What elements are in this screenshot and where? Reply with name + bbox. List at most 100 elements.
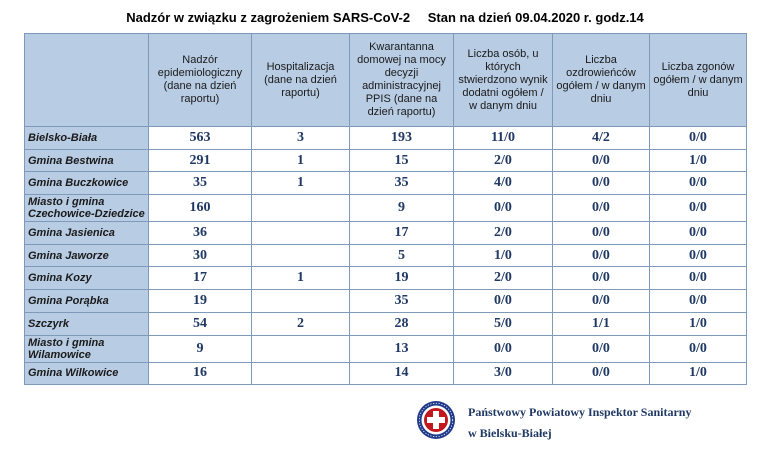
table-cell: 2 [251,311,350,336]
table-cell: 15 [349,148,454,173]
table-row: Gmina Jasienica 36 17 2/0 0/0 0/0 [24,221,747,245]
table-cell: 35 [349,171,454,196]
table-cell [251,289,350,313]
table-cell: 30 [148,243,252,268]
sanitary-inspection-seal-icon [417,401,455,439]
table-cell: 9 [148,334,252,363]
column-header: Liczba ozdrowieńców ogółem / w danym dni… [552,33,650,127]
table-cell: 28 [349,311,454,336]
table-row: Szczyrk 54 2 28 5/0 1/1 1/0 [24,311,747,336]
table-cell: 1/0 [453,243,553,268]
table-cell [251,194,350,223]
table-cell: 0/0 [552,361,650,386]
table-cell: 2/0 [453,221,553,245]
table-cell: 19 [349,266,454,291]
table-cell: 5/0 [453,311,553,336]
table-cell: 11/0 [453,126,553,150]
table-cell: 16 [148,361,252,386]
inspector-location: w Bielsku-Białej [468,426,552,440]
column-header: Hospitalizacja (dane na dzień raportu) [251,33,350,127]
table-cell: 0/0 [649,289,747,313]
row-label: Gmina Jasienica [24,221,149,245]
table-cell: 160 [148,194,252,223]
table-cell: 0/0 [552,334,650,363]
table-cell: 1 [251,266,350,291]
column-header: Liczba zgonów ogółem / w danym dniu [649,33,747,127]
table-cell: 291 [148,148,252,173]
table-cell: 3/0 [453,361,553,386]
table-cell: 4/2 [552,126,650,150]
table-cell: 0/0 [649,334,747,363]
table-cell: 0/0 [453,289,553,313]
inspector-name: Państwowy Powiatowy Inspektor Sanitarny [468,405,692,419]
table-cell: 17 [349,221,454,245]
data-table: Nadzór epidemiologiczny (dane na dzień r… [24,33,747,386]
column-header: Liczba osób, u których stwierdzono wynik… [453,33,553,127]
table-cell: 54 [148,311,252,336]
table-cell: 1/1 [552,311,650,336]
table-cell: 0/0 [552,243,650,268]
table-cell: 0/0 [552,148,650,173]
table-cell: 35 [148,171,252,196]
table-row: Gmina Buczkowice 35 1 35 4/0 0/0 0/0 [24,171,747,196]
table-cell: 1 [251,148,350,173]
table-cell: 17 [148,266,252,291]
table-cell: 0/0 [649,126,747,150]
row-label: Miasto i gmina Wilamowice [24,334,149,363]
table-cell [251,361,350,386]
table-cell: 4/0 [453,171,553,196]
row-label: Miasto i gmina Czechowice-Dziedzice [24,194,149,223]
row-label: Gmina Porąbka [24,289,149,313]
table-cell: 2/0 [453,148,553,173]
table-cell: 36 [148,221,252,245]
table-cell: 0/0 [552,194,650,223]
table-cell: 3 [251,126,350,150]
row-label: Gmina Jaworze [24,243,149,268]
table-row: Gmina Porąbka 19 35 0/0 0/0 0/0 [24,289,747,313]
row-label: Bielsko-Biała [24,126,149,150]
row-label: Gmina Bestwina [24,148,149,173]
row-label: Szczyrk [24,311,149,336]
row-label: Gmina Wilkowice [24,361,149,386]
table-cell: 0/0 [649,243,747,268]
table-cell: 563 [148,126,252,150]
table-body: Bielsko-Biała 563 3 193 11/0 4/2 0/0 Gmina Best… [24,126,747,386]
table-cell: 0/0 [649,266,747,291]
table-row: Miasto i gmina Wilamowice 9 13 0/0 0/0 0/0 [24,334,747,363]
table-row: Gmina Bestwina 291 1 15 2/0 0/0 1/0 [24,148,747,173]
table-row: Gmina Wilkowice 16 14 3/0 0/0 1/0 [24,361,747,386]
table-row: Gmina Jaworze 30 5 1/0 0/0 0/0 [24,243,747,268]
table-cell: 2/0 [453,266,553,291]
table-cell [251,221,350,245]
table-cell: 9 [349,194,454,223]
table-cell: 1/0 [649,361,747,386]
header-corner [24,33,149,127]
table-cell: 0/0 [453,334,553,363]
table-cell: 0/0 [552,221,650,245]
column-header: Nadzór epidemiologiczny (dane na dzień r… [148,33,252,127]
title-date: Stan na dzień 09.04.2020 r. godz.14 [427,10,644,25]
table-row: Miasto i gmina Czechowice-Dziedzice 160 9 0… [24,194,747,223]
page-title: Nadzór w związku z zagrożeniem SARS-CoV-… [0,10,770,25]
table-cell: 0/0 [552,171,650,196]
table-cell: 0/0 [649,221,747,245]
table-cell: 1/0 [649,311,747,336]
table-cell [251,243,350,268]
table-cell: 1 [251,171,350,196]
table-cell: 0/0 [552,266,650,291]
table-cell: 5 [349,243,454,268]
title-main: Nadzór w związku z zagrożeniem SARS-CoV-… [126,10,411,25]
table-cell: 0/0 [649,171,747,196]
table-row: Gmina Kozy 17 1 19 2/0 0/0 0/0 [24,266,747,291]
table-cell: 13 [349,334,454,363]
table-row: Bielsko-Biała 563 3 193 11/0 4/2 0/0 [24,126,747,150]
column-header: Kwarantanna domowej na mocy decyzji admi… [349,33,454,127]
row-label: Gmina Buczkowice [24,171,149,196]
table-cell: 35 [349,289,454,313]
table-cell: 193 [349,126,454,150]
table-cell [251,334,350,363]
table-cell: 0/0 [649,194,747,223]
table-cell: 1/0 [649,148,747,173]
table-cell: 0/0 [453,194,553,223]
row-label: Gmina Kozy [24,266,149,291]
